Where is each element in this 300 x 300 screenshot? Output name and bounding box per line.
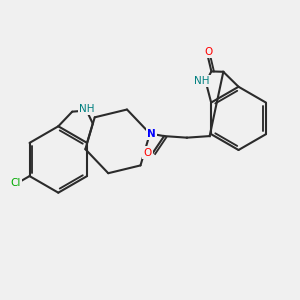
Text: O: O [143,148,152,158]
Text: Cl: Cl [11,178,21,188]
Text: NH: NH [194,76,210,86]
Text: N: N [147,129,156,139]
Text: NH: NH [79,104,94,114]
Text: O: O [204,47,212,57]
